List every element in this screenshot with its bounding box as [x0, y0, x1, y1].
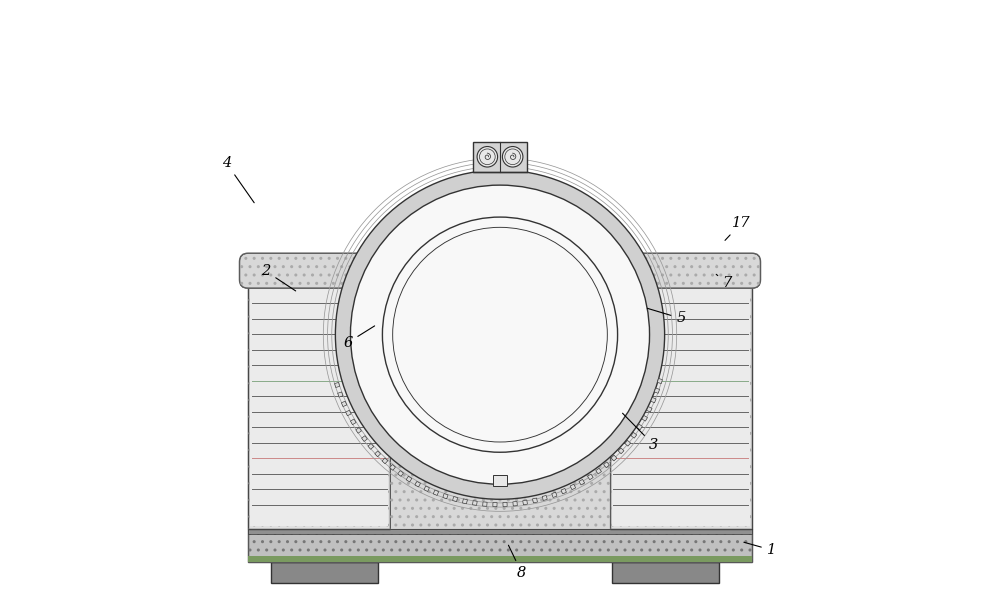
Bar [570, 484, 576, 490]
Bar [552, 492, 557, 497]
Bar [390, 279, 610, 529]
Bar [367, 279, 390, 320]
Bar [375, 451, 381, 456]
Bar [610, 279, 633, 320]
Bar [250, 282, 388, 526]
Bar [561, 488, 566, 494]
Bar [631, 432, 637, 438]
Bar [368, 444, 374, 449]
Bar [604, 462, 609, 468]
Bar [473, 142, 527, 172]
Text: 2: 2 [261, 264, 296, 291]
Bar [248, 556, 752, 562]
Bar [523, 500, 527, 505]
Bar [473, 500, 477, 505]
Bar [424, 486, 429, 491]
Bar [596, 468, 601, 474]
FancyBboxPatch shape [601, 253, 760, 288]
Text: 17: 17 [725, 216, 750, 241]
Bar [503, 502, 507, 507]
Bar [248, 279, 390, 529]
Bar [341, 401, 347, 406]
Bar [346, 410, 351, 415]
Bar [642, 415, 647, 421]
Circle shape [477, 147, 498, 167]
Bar [462, 499, 467, 504]
Bar [493, 475, 507, 486]
Bar [248, 529, 752, 562]
Bar [362, 436, 367, 441]
Text: 8: 8 [508, 545, 526, 580]
Bar [350, 419, 356, 425]
Bar [248, 529, 752, 562]
Bar [611, 455, 617, 461]
Bar [390, 279, 610, 529]
Bar [533, 498, 537, 503]
Bar [453, 496, 458, 502]
FancyBboxPatch shape [240, 253, 399, 288]
Bar [335, 382, 340, 388]
Bar [356, 428, 361, 433]
Circle shape [335, 170, 665, 499]
Bar [651, 397, 656, 403]
Bar [610, 279, 752, 529]
Bar [513, 502, 517, 506]
Bar [367, 279, 390, 320]
Bar [338, 392, 343, 397]
Bar [248, 529, 752, 534]
Text: 4: 4 [222, 156, 254, 203]
Bar [647, 406, 652, 412]
Bar [415, 481, 420, 487]
Bar [443, 494, 448, 499]
Circle shape [335, 170, 665, 499]
Text: 6: 6 [343, 326, 375, 350]
Circle shape [350, 185, 650, 484]
Bar [654, 388, 660, 393]
Bar [493, 502, 497, 507]
Text: 7: 7 [716, 274, 732, 291]
Bar [637, 424, 642, 430]
Bar [618, 448, 624, 454]
Bar [433, 490, 439, 496]
Circle shape [502, 147, 523, 167]
Bar [398, 470, 403, 476]
Bar [610, 279, 633, 320]
Bar [390, 464, 395, 470]
Bar [625, 440, 631, 446]
Bar [579, 479, 585, 485]
Bar [612, 562, 719, 583]
Text: 3: 3 [623, 413, 658, 452]
Bar [542, 496, 547, 500]
Bar [248, 279, 390, 529]
Text: 1: 1 [744, 542, 776, 557]
Bar [588, 474, 593, 480]
Bar [612, 282, 750, 526]
Bar [610, 279, 752, 529]
Bar [382, 458, 388, 464]
Bar [406, 476, 412, 482]
Bar [483, 502, 487, 507]
Text: 5: 5 [647, 308, 686, 326]
Bar [271, 562, 378, 583]
Bar [657, 379, 662, 384]
